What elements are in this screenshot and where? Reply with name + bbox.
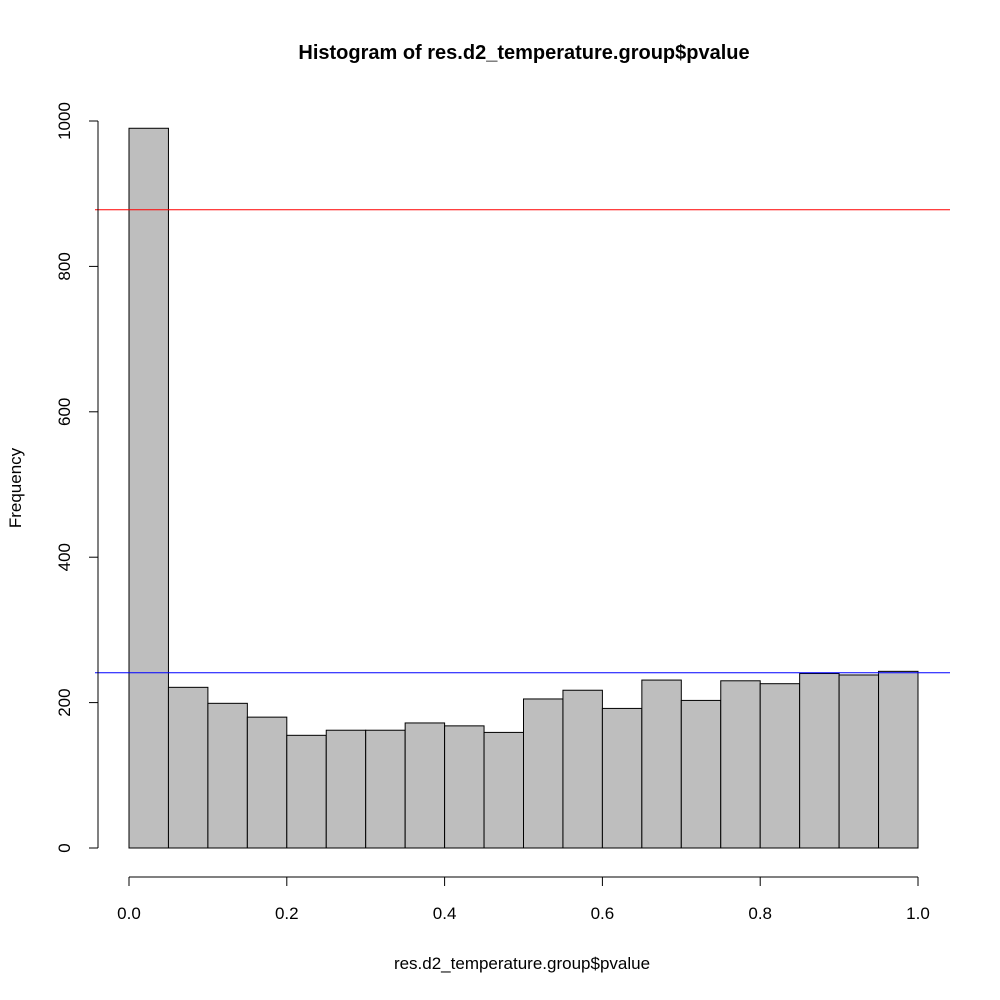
x-axis: 0.0 0.2 0.4 0.6 0.8 1.0 [117,876,930,923]
bars-group [128,127,919,849]
x-tick-label: 0.8 [748,904,772,923]
y-tick-label: 200 [55,688,74,716]
histogram-bar [562,689,603,849]
histogram-bar [286,734,327,849]
histogram-bar [878,670,919,849]
histogram-bar [404,722,446,849]
histogram-bar [365,729,406,849]
x-tick-label: 0.2 [275,904,299,923]
histogram-bar [246,716,288,849]
chart-title: Histogram of res.d2_temperature.group$pv… [298,42,749,64]
x-tick-label: 1.0 [906,904,930,923]
x-tick-label: 0.0 [117,904,141,923]
y-axis-label: Frequency [6,447,25,528]
histogram-bar [759,683,801,849]
y-tick-label: 600 [55,398,74,426]
x-tick-label: 0.6 [591,904,615,923]
histogram-bar [641,679,682,849]
histogram-bar [720,680,761,849]
y-tick-label: 1000 [55,102,74,140]
histogram-bar [128,127,169,849]
histogram-bar [444,725,485,849]
histogram-bar [601,707,643,849]
histogram-bar [325,729,367,849]
reference-lines-group [95,209,950,674]
y-tick-label: 800 [55,252,74,280]
y-tick-label: 400 [55,543,74,571]
histogram-bar [799,673,840,849]
y-axis: 0 200 400 600 800 1000 [55,102,99,853]
histogram-bar [207,702,248,849]
histogram-bar [483,731,524,849]
x-axis-label: res.d2_temperature.group$pvalue [394,954,650,973]
histogram-bar [838,674,880,849]
histogram-bar [523,698,564,849]
histogram-bar [680,699,722,849]
x-tick-label: 0.4 [433,904,457,923]
y-tick-label: 0 [55,843,74,852]
histogram-bar [167,686,209,849]
